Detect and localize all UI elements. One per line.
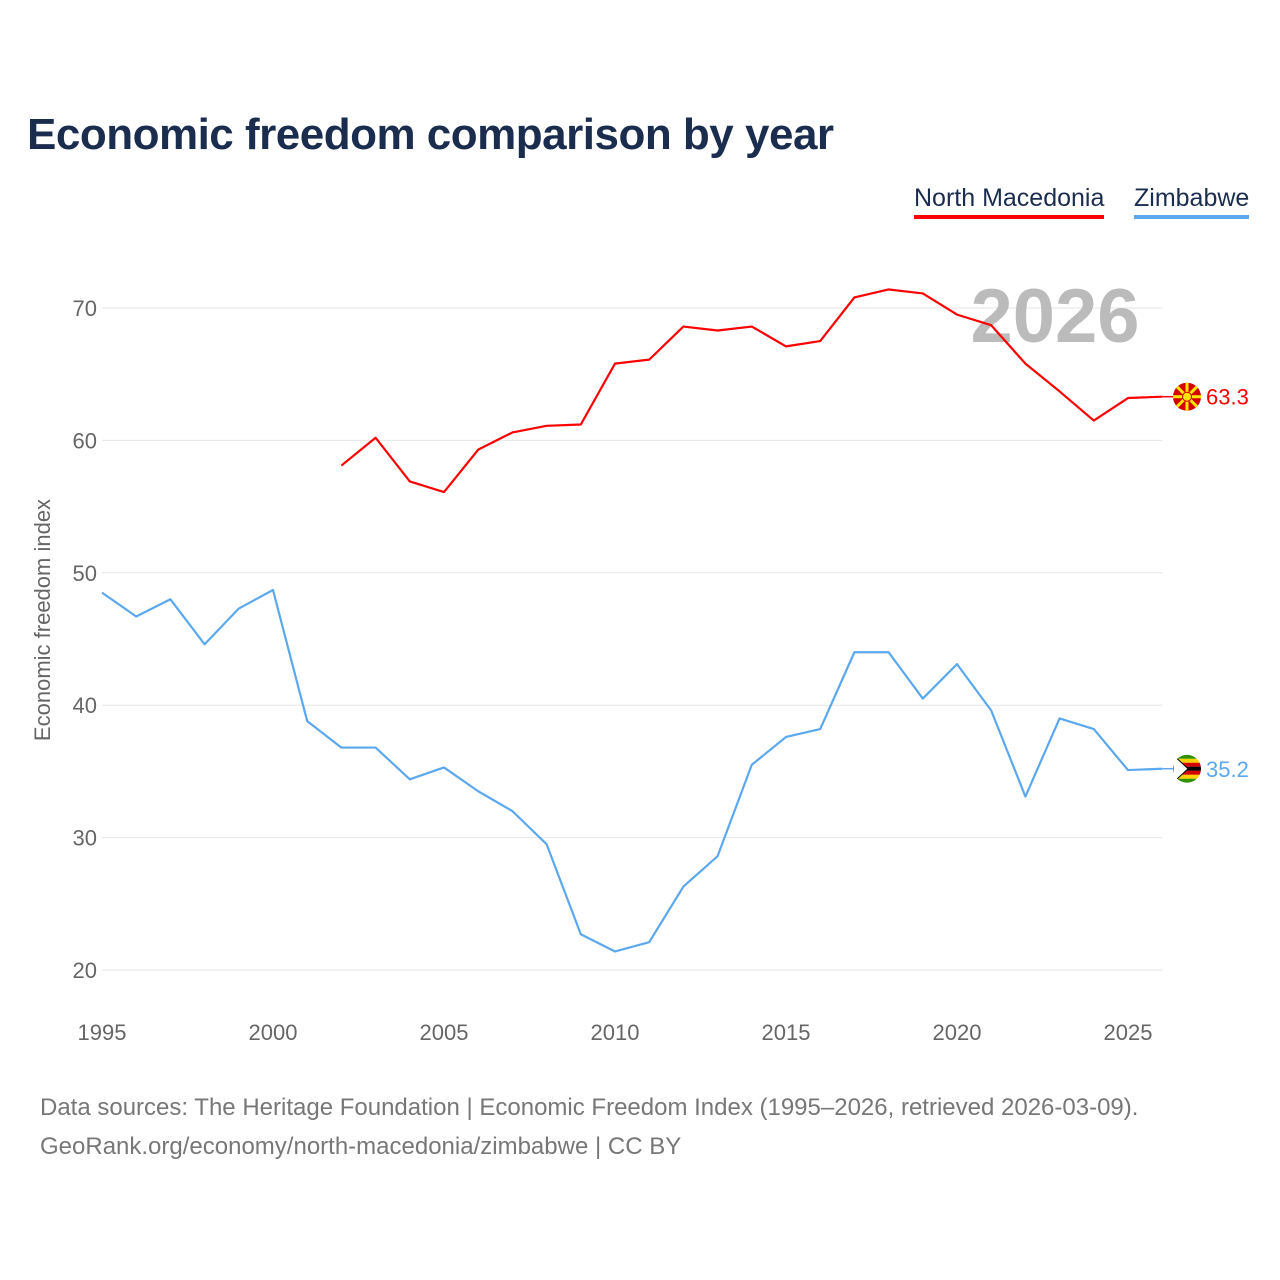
y-tick-label: 60 bbox=[73, 428, 97, 453]
end-value-label: 63.3 bbox=[1206, 385, 1249, 410]
y-tick-label: 40 bbox=[73, 693, 97, 718]
flag-stripe bbox=[1173, 774, 1201, 779]
legend-zimbabwe[interactable]: Zimbabwe bbox=[1134, 184, 1250, 219]
x-tick-label: 2005 bbox=[420, 1020, 469, 1045]
x-tick-label: 2010 bbox=[591, 1020, 640, 1045]
y-tick-label: 70 bbox=[73, 296, 97, 321]
series-line-north-macedonia bbox=[340, 288, 1163, 494]
x-tick-label: 2015 bbox=[762, 1020, 811, 1045]
legend-north-macedonia[interactable]: North Macedonia bbox=[914, 184, 1105, 219]
flag-stripe bbox=[1173, 754, 1201, 759]
data-source-text: Data sources: The Heritage Foundation | … bbox=[40, 1094, 1139, 1121]
x-tick-label: 1995 bbox=[78, 1020, 127, 1045]
year-watermark: 2026 bbox=[970, 274, 1139, 359]
chart-title: Economic freedom comparison by year bbox=[27, 110, 834, 159]
end-value-label: 35.2 bbox=[1206, 757, 1249, 782]
flag-stripe bbox=[1173, 762, 1201, 767]
x-tick-label: 2025 bbox=[1104, 1020, 1153, 1045]
flag-stripe bbox=[1173, 778, 1201, 783]
x-tick-label: 2000 bbox=[249, 1020, 298, 1045]
y-tick-label: 30 bbox=[73, 826, 97, 851]
zimbabwe-flag-icon bbox=[1173, 754, 1201, 783]
footer: Data sources: The Heritage Foundation | … bbox=[40, 1088, 1138, 1166]
series-line-zimbabwe bbox=[101, 588, 1163, 953]
flag-stripe bbox=[1173, 770, 1201, 775]
flag-stripe bbox=[1173, 758, 1201, 763]
y-tick-label: 50 bbox=[73, 561, 97, 586]
x-tick-label: 2020 bbox=[933, 1020, 982, 1045]
flag-triangle bbox=[1173, 754, 1189, 783]
source-url-text: GeoRank.org/economy/north-macedonia/zimb… bbox=[40, 1133, 682, 1160]
flag-sun bbox=[1182, 391, 1192, 402]
y-axis-label: Economic freedom index bbox=[30, 499, 55, 741]
y-tick-label: 20 bbox=[73, 958, 97, 983]
